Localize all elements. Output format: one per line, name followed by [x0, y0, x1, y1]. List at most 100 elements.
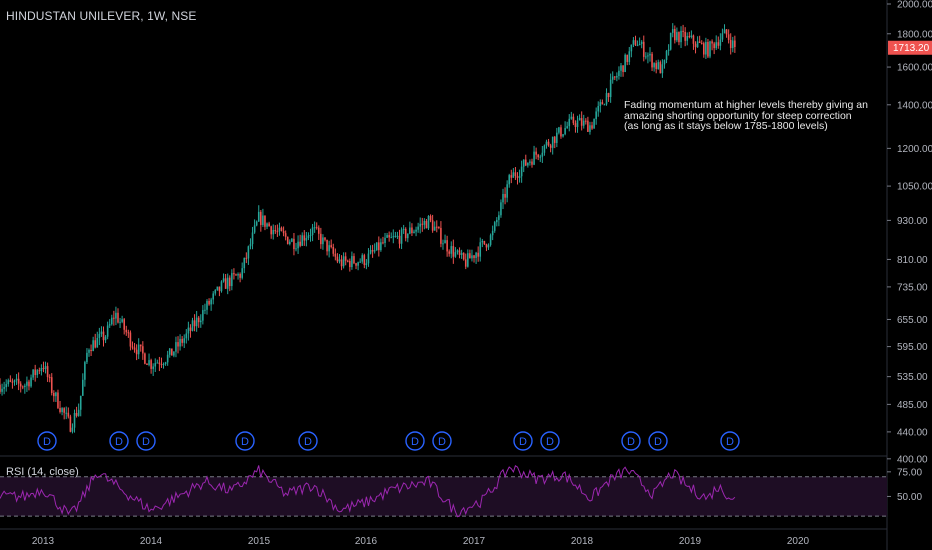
candle — [210, 297, 212, 311]
candle — [527, 162, 529, 168]
candle — [115, 306, 117, 326]
price-tick-label: 440.00 — [897, 427, 928, 438]
candle — [241, 262, 243, 280]
candle — [700, 40, 703, 45]
candle — [711, 39, 713, 51]
time-tick-label: 2013 — [32, 536, 55, 547]
candle — [63, 407, 65, 420]
chart-annotation[interactable]: Fading momentum at higher levels thereby… — [624, 100, 874, 132]
candle — [220, 280, 223, 293]
rsi-label[interactable]: RSI (14, close) — [6, 466, 79, 478]
candle — [467, 249, 469, 268]
candle — [160, 357, 163, 368]
candle — [674, 25, 676, 44]
candle — [578, 114, 581, 121]
dividend-marker[interactable]: D — [37, 431, 57, 451]
candle — [303, 230, 306, 246]
candle — [729, 33, 732, 55]
candle — [50, 373, 53, 396]
dividend-marker[interactable]: D — [513, 431, 533, 451]
candle — [36, 369, 39, 378]
candle — [367, 248, 370, 267]
candle — [106, 321, 109, 340]
candle — [504, 187, 506, 205]
candle — [433, 221, 436, 231]
candle — [496, 217, 498, 227]
dividend-marker[interactable]: D — [405, 431, 425, 451]
dividend-marker[interactable]: D — [648, 431, 668, 451]
candle — [587, 116, 589, 132]
candle — [73, 409, 76, 433]
candle — [671, 23, 674, 38]
candle — [489, 233, 492, 247]
candle — [24, 383, 26, 394]
candle — [65, 406, 68, 420]
candle — [402, 224, 405, 234]
time-tick-label: 2014 — [140, 536, 163, 547]
dividend-marker[interactable]: D — [136, 431, 156, 451]
candle — [166, 350, 169, 366]
candle — [365, 259, 368, 270]
candle — [297, 235, 299, 254]
candle — [593, 118, 595, 129]
candle — [324, 237, 326, 242]
candle — [137, 338, 140, 360]
candle — [278, 222, 281, 236]
candle — [421, 217, 424, 232]
svg-text:D: D — [654, 436, 662, 448]
candle — [657, 59, 660, 70]
candle — [305, 231, 308, 247]
candle — [224, 273, 227, 289]
candle — [373, 243, 376, 254]
candle — [707, 39, 709, 59]
last-price-tag — [888, 40, 932, 55]
candle — [98, 327, 101, 346]
candle — [152, 363, 154, 377]
candle — [214, 289, 217, 296]
candle — [245, 252, 248, 264]
dividend-marker[interactable]: D — [621, 431, 641, 451]
candle — [30, 374, 32, 388]
candle — [363, 253, 366, 269]
candle — [483, 240, 486, 245]
candle — [86, 348, 88, 365]
price-tick-label: 1400.00 — [897, 100, 932, 111]
candle — [110, 314, 113, 326]
candle — [425, 218, 428, 229]
time-tick-label: 2018 — [571, 536, 594, 547]
candle — [568, 114, 571, 132]
candle — [289, 239, 291, 246]
candle — [642, 35, 645, 62]
candle — [148, 353, 150, 367]
candle — [92, 336, 94, 352]
candle — [326, 239, 328, 256]
candle — [28, 379, 30, 391]
dividend-marker[interactable]: D — [235, 431, 255, 451]
candle — [282, 226, 285, 237]
candle — [239, 272, 241, 283]
candle — [384, 232, 386, 248]
candle — [690, 30, 693, 39]
candle — [177, 336, 179, 354]
dividend-marker[interactable]: D — [720, 431, 740, 451]
dividend-marker[interactable]: D — [109, 431, 129, 451]
candle — [19, 381, 22, 393]
candle — [473, 254, 475, 263]
candle — [361, 253, 364, 264]
candle — [599, 99, 602, 113]
annotation-line: Fading momentum at higher levels thereby… — [624, 99, 868, 111]
candle — [539, 154, 542, 162]
dividend-marker[interactable]: D — [432, 431, 452, 451]
dividend-marker[interactable]: D — [298, 431, 318, 451]
candle — [79, 395, 82, 417]
candle — [549, 143, 552, 153]
candle — [142, 341, 144, 360]
last-price-label: 1713.20 — [893, 43, 930, 54]
candle — [510, 169, 513, 184]
candle — [313, 221, 316, 233]
dividend-marker[interactable]: D — [540, 431, 560, 451]
candle — [181, 336, 183, 347]
candle — [291, 237, 293, 243]
candle — [274, 225, 277, 234]
